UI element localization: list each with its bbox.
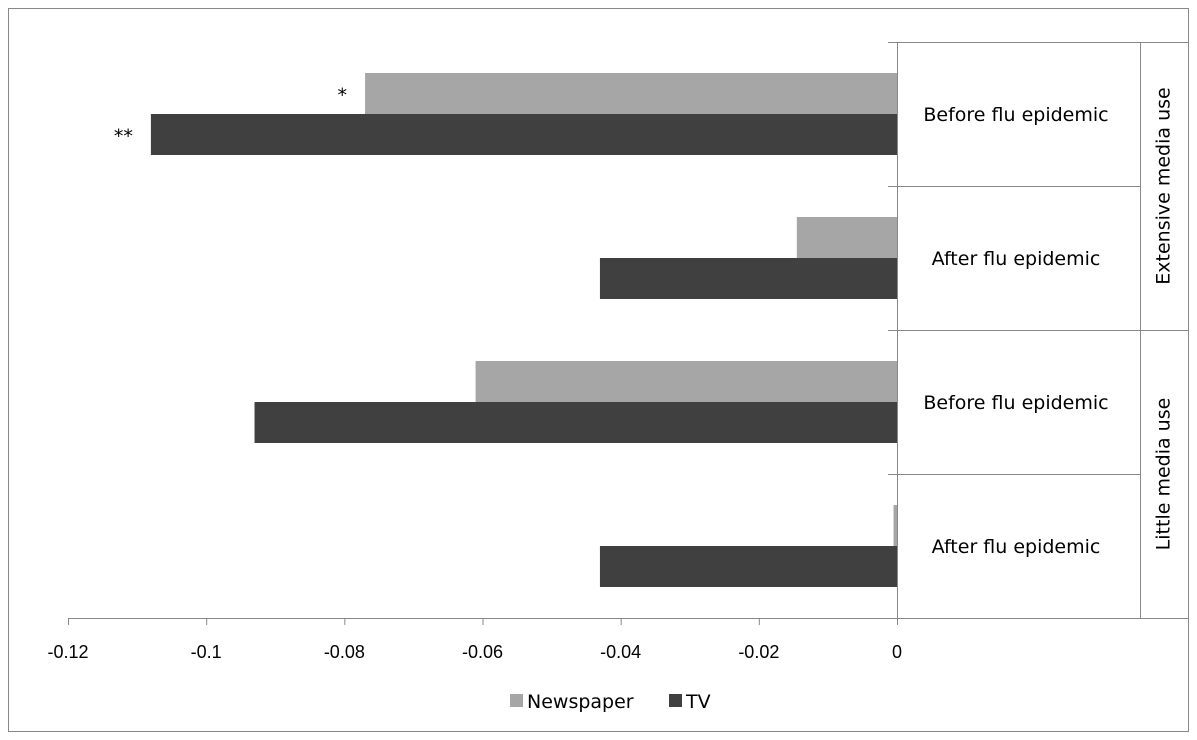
legend: Newspaper TV: [510, 691, 711, 713]
axis-layer: -0.12 -0.1 -0.08 -0.06 -0.04 -0.02 0: [47, 42, 1188, 662]
bar-tv-1: [599, 258, 897, 299]
x-tick-label-5: -0.02: [738, 642, 779, 662]
group-label-0: Extensive media use: [1153, 87, 1175, 284]
legend-label-tv: TV: [685, 691, 711, 713]
category-label-2: Before flu epidemic: [923, 392, 1108, 414]
bars-layer: [150, 73, 897, 587]
bar-tv-0: [150, 114, 897, 155]
legend-swatch-newspaper: [510, 694, 523, 707]
annotation-tv-0: **: [114, 126, 133, 148]
bar-newspaper-3: [893, 505, 897, 546]
x-tick-label-3: -0.06: [462, 642, 503, 662]
annotation-newspaper-0: *: [338, 85, 348, 107]
x-tick-label-1: -0.1: [191, 642, 222, 662]
legend-swatch-tv: [669, 694, 682, 707]
bar-newspaper-2: [475, 361, 897, 402]
bar-newspaper-1: [796, 217, 897, 258]
category-label-0: Before flu epidemic: [923, 104, 1108, 126]
x-tick-label-0: -0.12: [47, 642, 88, 662]
legend-label-newspaper: Newspaper: [527, 691, 634, 713]
x-tick-label-6: 0: [892, 642, 902, 662]
group-label-1: Little media use: [1153, 398, 1175, 551]
x-tick-label-2: -0.08: [324, 642, 365, 662]
bar-tv-3: [599, 546, 897, 587]
bar-tv-2: [254, 402, 897, 443]
category-label-1: After flu epidemic: [932, 248, 1101, 270]
category-label-3: After flu epidemic: [932, 536, 1101, 558]
x-tick-label-4: -0.04: [600, 642, 641, 662]
bar-newspaper-0: [365, 73, 897, 114]
